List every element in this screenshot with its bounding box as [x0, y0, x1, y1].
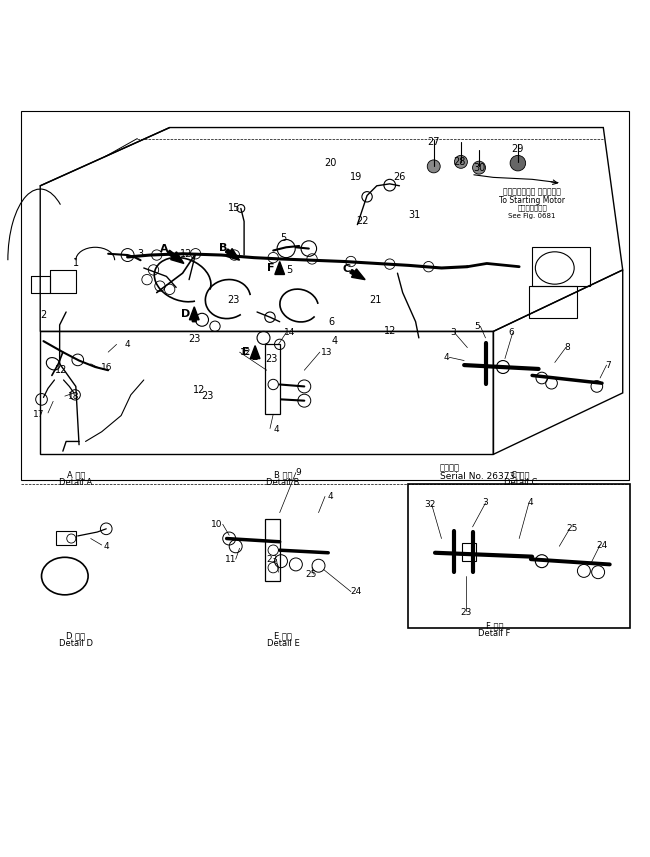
Bar	[408, 483, 630, 628]
Text: 12: 12	[55, 365, 67, 375]
FancyArrow shape	[226, 249, 240, 261]
Bar	[462, 543, 476, 561]
Text: 3: 3	[483, 499, 488, 507]
Text: 4: 4	[274, 425, 280, 434]
Text: 25: 25	[567, 524, 578, 533]
Bar	[265, 519, 280, 580]
Text: A 詳細: A 詳細	[67, 470, 85, 480]
Text: 23: 23	[460, 608, 472, 617]
Text: 24: 24	[350, 587, 361, 596]
Text: D 詳細: D 詳細	[66, 631, 85, 640]
Text: C: C	[343, 264, 351, 273]
Text: 23: 23	[266, 354, 278, 363]
Text: 24: 24	[597, 541, 608, 549]
Text: E 詳細: E 詳細	[274, 631, 292, 640]
Text: 31: 31	[408, 210, 421, 220]
Text: 18: 18	[68, 392, 80, 400]
Text: 4: 4	[444, 353, 450, 362]
FancyArrow shape	[350, 269, 365, 279]
Text: 10: 10	[211, 520, 222, 529]
Circle shape	[454, 155, 467, 168]
Text: 5: 5	[474, 321, 480, 331]
Text: 11: 11	[226, 554, 237, 564]
Text: 21: 21	[369, 296, 382, 305]
Text: E: E	[242, 347, 250, 357]
Text: 5: 5	[286, 265, 292, 275]
Text: 28: 28	[454, 157, 466, 167]
Text: 8: 8	[565, 343, 571, 352]
Text: 14: 14	[283, 328, 295, 337]
Text: 5: 5	[280, 232, 286, 243]
Text: 4: 4	[528, 499, 534, 507]
Text: To Starting Motor: To Starting Motor	[499, 195, 565, 205]
Circle shape	[510, 155, 526, 171]
Text: F 詳細: F 詳細	[486, 621, 503, 631]
Text: D: D	[181, 309, 190, 319]
Text: 16: 16	[101, 363, 112, 372]
Text: 23: 23	[188, 334, 200, 345]
Text: B: B	[218, 243, 227, 253]
Text: 25: 25	[305, 570, 317, 578]
Text: 17: 17	[33, 410, 45, 419]
Text: Detail E: Detail E	[266, 638, 299, 648]
Text: Detail C: Detail C	[504, 478, 537, 488]
Text: F: F	[267, 263, 274, 273]
Text: 12: 12	[192, 385, 205, 395]
Text: 4: 4	[332, 336, 338, 346]
Text: 1: 1	[73, 259, 79, 268]
Text: 6: 6	[328, 317, 335, 327]
Text: スターティング モーターへ: スターティング モーターへ	[503, 188, 561, 197]
Text: 19: 19	[350, 172, 362, 183]
FancyArrow shape	[189, 307, 199, 321]
Text: Detail A: Detail A	[59, 478, 92, 488]
Text: 3: 3	[450, 328, 456, 337]
Text: 23: 23	[227, 296, 239, 305]
Text: 6: 6	[508, 328, 514, 337]
Text: 4: 4	[125, 340, 131, 349]
Text: A: A	[160, 244, 169, 255]
Text: 9: 9	[295, 468, 301, 477]
Text: 適用号数: 適用号数	[439, 464, 460, 472]
Bar	[57, 530, 76, 545]
Bar	[529, 286, 577, 319]
Text: 12: 12	[179, 249, 192, 259]
Text: 32: 32	[424, 500, 436, 509]
Text: Detail D: Detail D	[58, 638, 93, 648]
Text: 12: 12	[240, 348, 252, 357]
Bar	[21, 111, 629, 480]
FancyArrow shape	[250, 345, 260, 359]
Text: 23: 23	[201, 391, 213, 401]
Bar	[265, 345, 280, 414]
Text: 29: 29	[512, 144, 524, 154]
Text: 7: 7	[606, 361, 612, 369]
Text: 23: 23	[266, 554, 278, 564]
Text: Detail B: Detail B	[266, 478, 300, 488]
Circle shape	[473, 161, 486, 174]
Text: 第０６１図参照: 第０６１図参照	[517, 205, 547, 211]
Text: 2: 2	[40, 310, 47, 321]
Text: B 詳細: B 詳細	[274, 470, 292, 480]
Text: 27: 27	[428, 137, 440, 147]
Text: 13: 13	[320, 348, 332, 357]
Text: 26: 26	[393, 172, 406, 183]
Text: 12: 12	[384, 327, 396, 337]
Bar	[532, 248, 590, 286]
Text: 22: 22	[356, 216, 369, 226]
Circle shape	[427, 160, 440, 173]
Text: 4: 4	[103, 542, 109, 551]
Text: 30: 30	[473, 164, 485, 173]
Text: 3: 3	[138, 249, 144, 259]
Text: See Fig. 0681: See Fig. 0681	[508, 213, 556, 219]
Text: 20: 20	[324, 159, 336, 168]
Text: Detail F: Detail F	[478, 629, 511, 638]
FancyArrow shape	[275, 261, 285, 274]
Text: Serial No. 26373～: Serial No. 26373～	[439, 471, 520, 480]
Text: 15: 15	[228, 203, 240, 213]
Text: 4: 4	[328, 492, 333, 501]
FancyArrow shape	[167, 250, 184, 263]
Text: C 詳細: C 詳細	[511, 470, 530, 480]
